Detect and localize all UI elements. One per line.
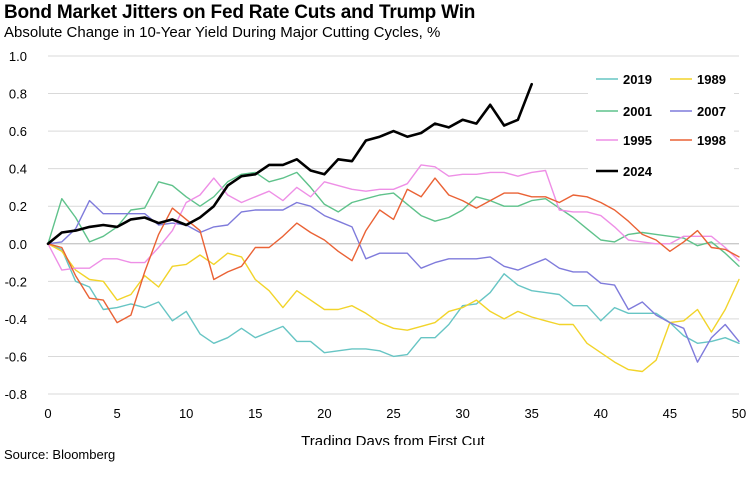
x-tick-label: 15 [248, 406, 262, 421]
x-tick-label: 35 [524, 406, 538, 421]
x-tick-label: 5 [113, 406, 120, 421]
x-tick-label: 10 [179, 406, 193, 421]
series-line-1989 [47, 243, 740, 373]
x-tick-label: 20 [317, 406, 331, 421]
y-tick-label: -0.2 [5, 274, 27, 289]
x-tick-label: 50 [732, 406, 746, 421]
legend-label-1995: 1995 [623, 133, 652, 148]
y-tick-label: 0.8 [9, 87, 27, 102]
y-tick-label: 0.0 [9, 237, 27, 252]
series-line-1998 [47, 177, 740, 324]
series-line-1995 [47, 164, 740, 271]
x-tick-label: 0 [44, 406, 51, 421]
x-tick-label: 25 [386, 406, 400, 421]
source-note: Source: Bloomberg [4, 447, 116, 462]
y-tick-label: 1.0 [9, 49, 27, 64]
legend-label-2007: 2007 [697, 104, 726, 119]
legend-box [588, 61, 734, 186]
y-axis: -0.8 -0.6 -0.4 -0.2 0.0 0.2 0.4 0.6 0.8 1.0 [5, 49, 27, 402]
chart-subtitle: Absolute Change in 10-Year Yield During … [4, 24, 441, 41]
x-axis: 0 5 10 15 20 25 30 35 40 45 50 [44, 406, 746, 421]
x-tick-label: 30 [455, 406, 469, 421]
series-line-2001 [47, 171, 740, 267]
line-chart: -0.8 -0.6 -0.4 -0.2 0.0 0.2 0.4 0.6 0.8 1.0 0 5 10 1… [5, 49, 747, 445]
series-line-2024 [46, 82, 534, 246]
legend-label-2024: 2024 [623, 164, 653, 179]
legend-label-2019: 2019 [623, 72, 652, 87]
legend-label-1998: 1998 [697, 133, 726, 148]
y-tick-label: -0.4 [5, 312, 27, 327]
chart-title: Bond Market Jitters on Fed Rate Cuts and… [4, 2, 476, 23]
legend: 2019 1989 2001 2007 1995 1998 2024 [596, 72, 726, 179]
y-tick-label: -0.6 [5, 349, 27, 364]
x-tick-label: 40 [594, 406, 608, 421]
series-lines [46, 82, 740, 373]
y-tick-label: 0.4 [9, 162, 27, 177]
x-tick-label: 45 [663, 406, 677, 421]
y-tick-label: -0.8 [5, 387, 27, 402]
x-axis-label: Trading Days from First Cut [301, 433, 485, 445]
y-tick-label: 0.2 [9, 199, 27, 214]
series-line-2019 [47, 243, 740, 358]
y-tick-label: 0.6 [9, 124, 27, 139]
legend-label-1989: 1989 [697, 72, 726, 87]
legend-label-2001: 2001 [623, 104, 652, 119]
